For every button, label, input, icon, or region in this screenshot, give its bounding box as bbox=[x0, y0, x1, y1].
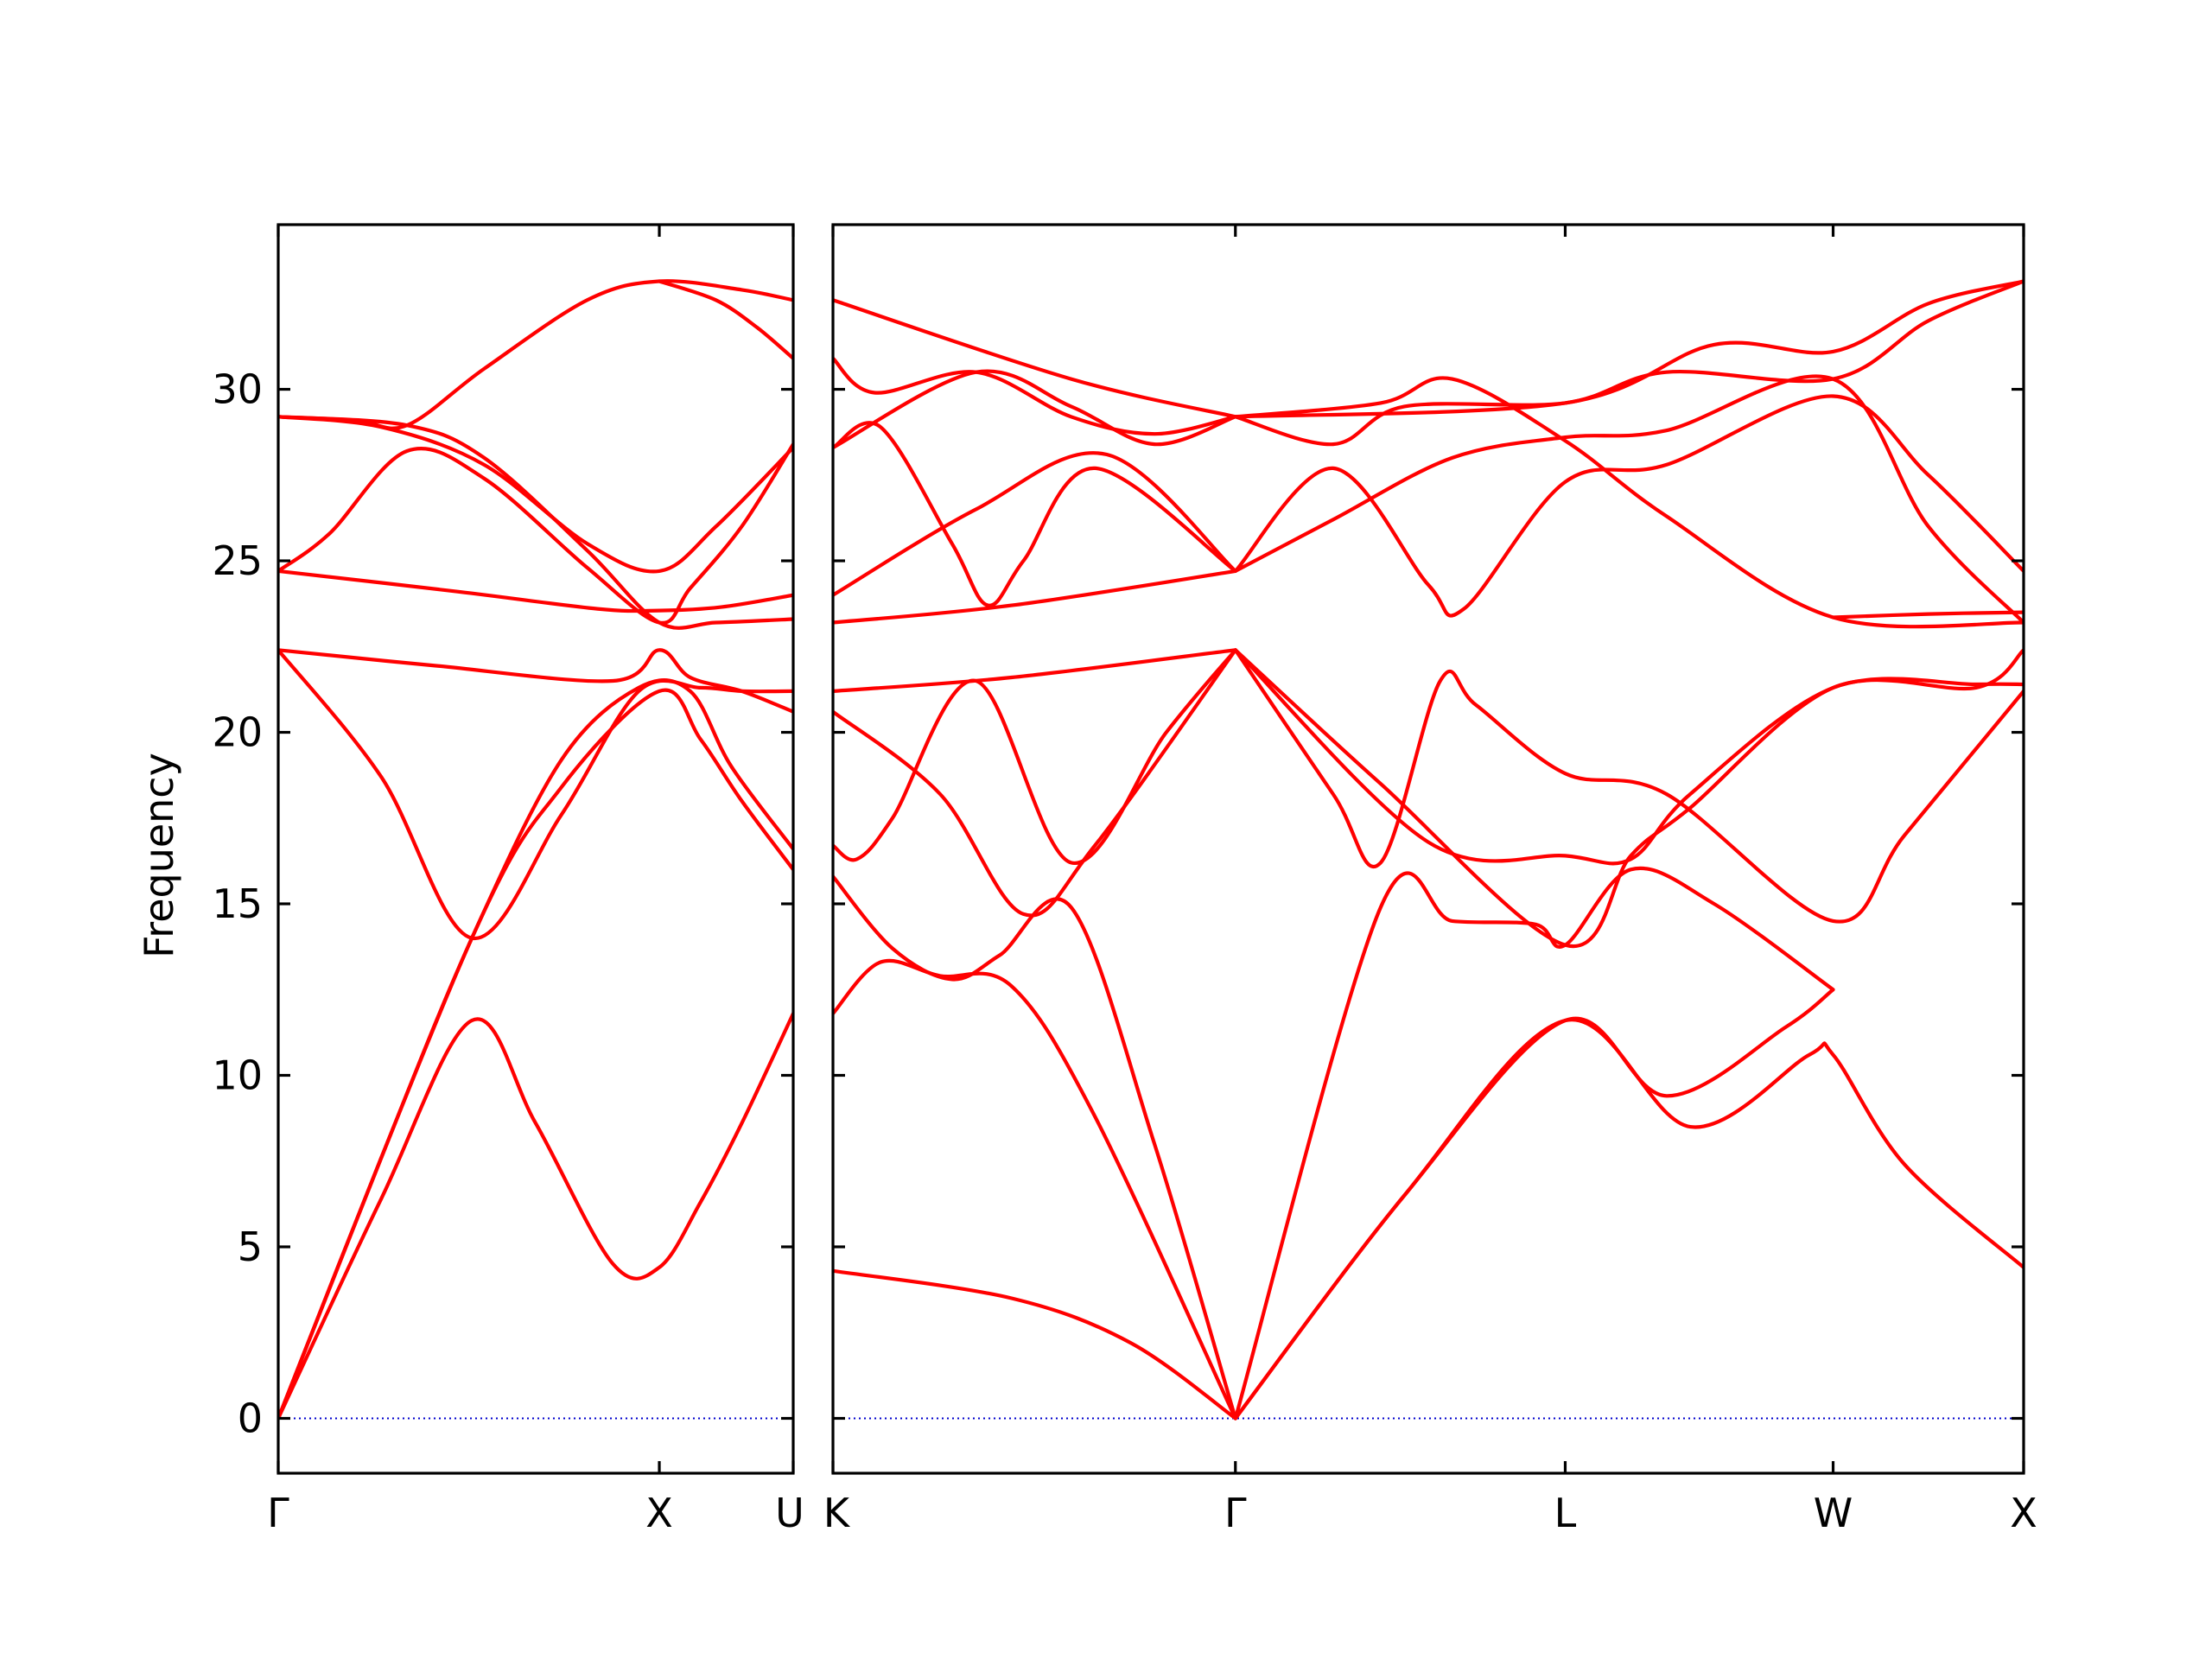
band-series-4 bbox=[278, 648, 793, 940]
band-series-2 bbox=[278, 688, 793, 1421]
band-series-15 bbox=[1233, 1018, 2024, 1421]
band-series-7 bbox=[833, 569, 1237, 625]
plot-area: 0 5 10 15 20 25 30 Γ X U K Γ L W X bbox=[212, 223, 2037, 1536]
x-tick-label: U bbox=[775, 1490, 804, 1536]
band-series-13 bbox=[1233, 866, 1835, 1421]
panel-frame bbox=[276, 223, 795, 1475]
band-series-10 bbox=[278, 415, 793, 630]
band-series-16 bbox=[1233, 648, 2024, 924]
band-series-4 bbox=[833, 648, 1237, 865]
y-tick-label: 15 bbox=[212, 880, 263, 927]
band-series-5 bbox=[278, 648, 793, 714]
band-series-5 bbox=[833, 648, 1237, 918]
band-series-8 bbox=[278, 415, 793, 574]
band-series-7 bbox=[278, 442, 793, 625]
band-series-20 bbox=[1233, 394, 2024, 618]
band-series-9 bbox=[833, 421, 1237, 607]
band-series-2 bbox=[833, 958, 1237, 1421]
band-series-9 bbox=[278, 279, 793, 430]
x-tick-label: Γ bbox=[267, 1490, 289, 1536]
y-tick-label: 25 bbox=[212, 537, 263, 584]
band-series-6 bbox=[278, 569, 793, 613]
bands-panel-1 bbox=[278, 279, 793, 1421]
band-series-8 bbox=[833, 451, 1237, 597]
y-tick-label: 20 bbox=[212, 709, 263, 756]
x-tick-label: X bbox=[2010, 1490, 2037, 1536]
y-tick-label: 0 bbox=[238, 1395, 263, 1441]
band-series-10 bbox=[833, 356, 1237, 436]
x-tick-label: W bbox=[1814, 1490, 1853, 1536]
band-series-3 bbox=[833, 874, 1237, 1421]
band-series-18 bbox=[1233, 648, 2024, 866]
band-series-1 bbox=[833, 1268, 1237, 1421]
band-series-11 bbox=[833, 369, 1237, 450]
y-axis-label: Frequency bbox=[136, 753, 182, 958]
y-tick-label: 10 bbox=[212, 1052, 263, 1099]
band-series-6 bbox=[833, 648, 1237, 693]
band-series-12 bbox=[833, 298, 1237, 419]
band-series-21 bbox=[1233, 279, 2024, 447]
x-tick-label: Γ bbox=[1224, 1490, 1247, 1536]
y-tick-label: 5 bbox=[238, 1224, 263, 1270]
band-series-24 bbox=[1831, 610, 2024, 620]
bands-panel-2 bbox=[833, 279, 2024, 1421]
x-tick-label: X bbox=[645, 1490, 673, 1536]
band-series-17 bbox=[1233, 648, 2024, 949]
band-series-11 bbox=[657, 279, 793, 360]
band-series-14 bbox=[1233, 988, 1835, 1421]
band-series-3 bbox=[278, 678, 793, 1421]
panel-frame bbox=[831, 223, 2025, 1475]
x-tick-label: L bbox=[1554, 1490, 1577, 1536]
band-series-23 bbox=[1233, 279, 2024, 419]
x-tick-label: K bbox=[823, 1490, 851, 1536]
y-tick-label: 30 bbox=[212, 366, 263, 413]
panel-1: 0 5 10 15 20 25 30 Γ X U bbox=[212, 223, 804, 1536]
band-series-1 bbox=[278, 1011, 793, 1421]
band-series-19 bbox=[1233, 374, 2024, 625]
